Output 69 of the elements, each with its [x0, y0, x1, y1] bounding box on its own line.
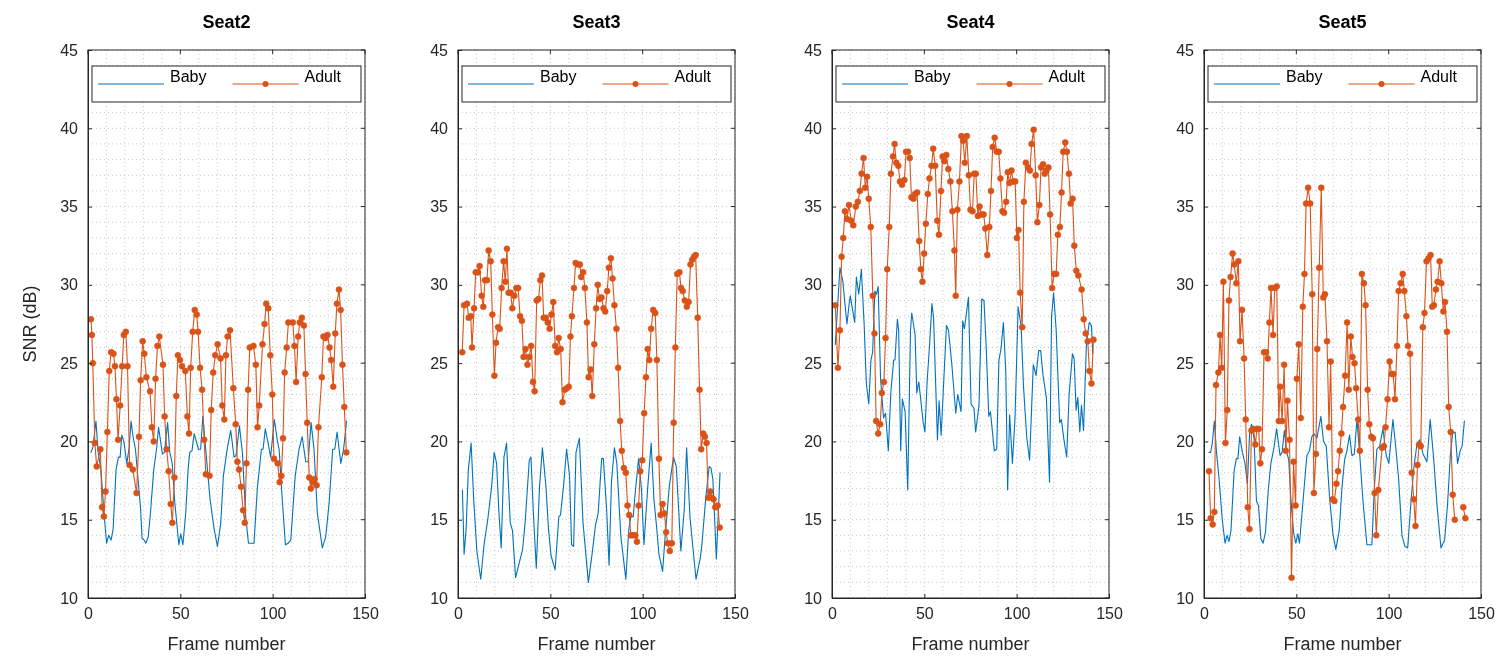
- legend-label: Baby: [914, 68, 951, 85]
- y-tick-label: 10: [430, 589, 449, 607]
- x-tick-label: 100: [629, 605, 657, 623]
- y-tick-label: 15: [60, 511, 79, 529]
- x-tick-label: 100: [259, 605, 287, 623]
- y-tick-label: 15: [1176, 511, 1195, 529]
- x-tick-label: 0: [454, 605, 464, 623]
- y-tick-label: 15: [804, 511, 823, 529]
- x-axis-title: Frame number: [911, 634, 1030, 654]
- x-tick-label: 0: [828, 605, 838, 623]
- y-tick-label: 25: [1176, 354, 1195, 372]
- x-tick-label: 150: [352, 605, 379, 623]
- line-series: [461, 437, 721, 583]
- x-tick-label: 150: [722, 605, 749, 623]
- chart-title: Seat5: [1318, 12, 1367, 32]
- y-tick-label: 20: [804, 433, 823, 451]
- legend-label: Adult: [1048, 68, 1086, 85]
- legend-label: Baby: [170, 68, 207, 85]
- x-axis-title: Frame number: [1283, 634, 1402, 654]
- y-tick-label: 40: [60, 119, 79, 137]
- y-tick-label: 15: [430, 511, 449, 529]
- y-tick-label: 35: [1176, 198, 1195, 216]
- y-tick-label: 45: [1176, 41, 1195, 59]
- line-series: [1208, 415, 1465, 551]
- y-tick-label: 20: [60, 433, 79, 451]
- y-tick-label: 10: [60, 589, 79, 607]
- y-tick-label: 40: [430, 119, 449, 137]
- y-tick-label: 25: [60, 354, 79, 372]
- x-axis-title: Frame number: [167, 634, 286, 654]
- y-tick-label: 45: [60, 41, 79, 59]
- chart-title: Seat3: [572, 12, 621, 32]
- x-tick-label: 50: [915, 605, 934, 623]
- legend-label: Baby: [540, 68, 577, 85]
- y-tick-label: 30: [430, 276, 449, 294]
- y-tick-label: 40: [1176, 119, 1195, 137]
- chart-title: Seat2: [202, 12, 251, 32]
- x-tick-label: 50: [541, 605, 560, 623]
- x-tick-label: 150: [1096, 605, 1123, 623]
- x-tick-label: 150: [1468, 605, 1495, 623]
- y-tick-label: 45: [804, 41, 823, 59]
- y-tick-label: 45: [430, 41, 449, 59]
- y-tick-label: 30: [1176, 276, 1195, 294]
- y-tick-label: 25: [804, 354, 823, 372]
- x-tick-label: 50: [171, 605, 190, 623]
- line-series: [834, 267, 1094, 491]
- y-tick-label: 30: [60, 276, 79, 294]
- y-tick-label: 30: [804, 276, 823, 294]
- legend-label: Baby: [1286, 68, 1323, 85]
- x-tick-label: 0: [84, 605, 94, 623]
- y-axis-title: SNR (dB): [20, 285, 40, 363]
- y-tick-label: 40: [804, 119, 823, 137]
- y-tick-label: 20: [1176, 433, 1195, 451]
- x-tick-label: 0: [1200, 605, 1210, 623]
- x-tick-label: 50: [1287, 605, 1306, 623]
- legend-label: Adult: [674, 68, 712, 85]
- legend-label: Adult: [1420, 68, 1458, 85]
- legend-label: Adult: [304, 68, 342, 85]
- line-series: [90, 415, 348, 549]
- y-tick-label: 20: [430, 433, 449, 451]
- y-tick-label: 35: [804, 198, 823, 216]
- y-tick-label: 35: [430, 198, 449, 216]
- y-tick-label: 10: [804, 589, 823, 607]
- x-tick-label: 100: [1003, 605, 1031, 623]
- y-tick-label: 25: [430, 354, 449, 372]
- y-tick-label: 10: [1176, 589, 1195, 607]
- x-axis-title: Frame number: [537, 634, 656, 654]
- y-tick-label: 35: [60, 198, 79, 216]
- chart-title: Seat4: [946, 12, 995, 32]
- x-tick-label: 100: [1375, 605, 1403, 623]
